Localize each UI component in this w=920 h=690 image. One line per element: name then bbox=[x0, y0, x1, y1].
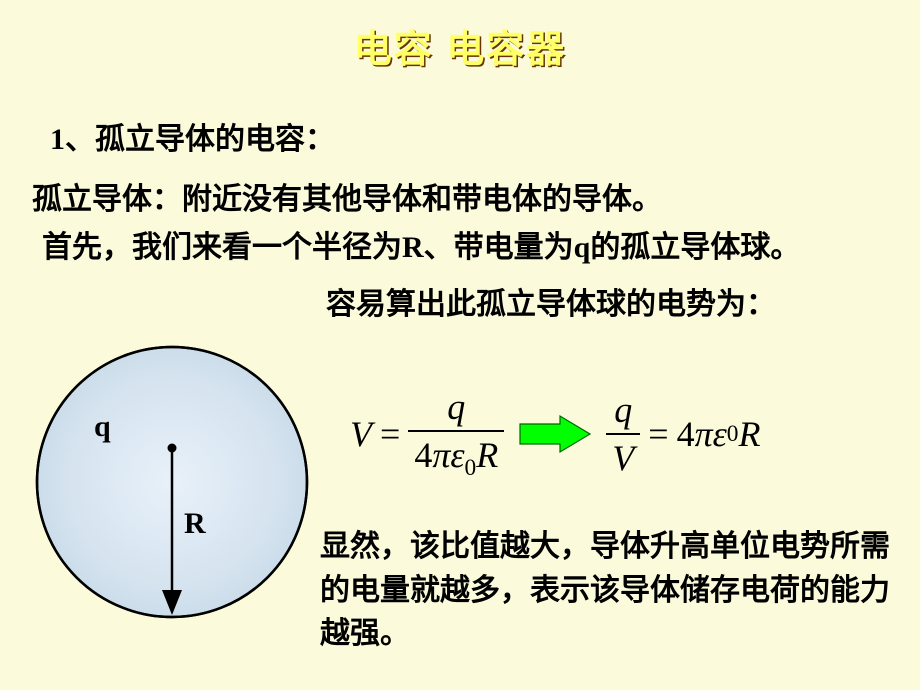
heading-text: 、孤立导体的电容： bbox=[65, 123, 335, 156]
formula-lhs: V = q 4πε0R bbox=[350, 386, 504, 482]
formula-row: V = q 4πε0R q V = 4πε0R bbox=[350, 386, 761, 482]
formula-rhs: q V = 4πε0R bbox=[606, 389, 760, 479]
implies-arrow-icon bbox=[516, 412, 594, 456]
sphere-label-q: q bbox=[94, 410, 111, 444]
heading-1: 1、孤立导体的电容： bbox=[50, 114, 335, 158]
heading-number: 1 bbox=[50, 123, 65, 156]
sphere-label-r: R bbox=[184, 507, 206, 541]
potential-line: 容易算出此孤立导体球的电势为： bbox=[326, 282, 886, 327]
intro-line: 首先，我们来看一个半径为R、带电量为q的孤立导体球。 bbox=[42, 225, 872, 270]
fraction-2: q V bbox=[606, 389, 640, 479]
sphere-svg bbox=[32, 342, 312, 622]
title-text: 电容 电容器 bbox=[354, 29, 567, 71]
fraction-1: q 4πε0R bbox=[408, 386, 504, 482]
definition-line: 孤立导体：附近没有其他导体和带电体的导体。 bbox=[32, 174, 662, 218]
slide-title: 电容 电容器 bbox=[0, 0, 920, 73]
conclusion-line: 显然，该比值越大，导体升高单位电势所需的电量就越多，表示该导体储存电荷的能力越强… bbox=[320, 525, 900, 656]
sphere-diagram: q R bbox=[32, 342, 312, 622]
